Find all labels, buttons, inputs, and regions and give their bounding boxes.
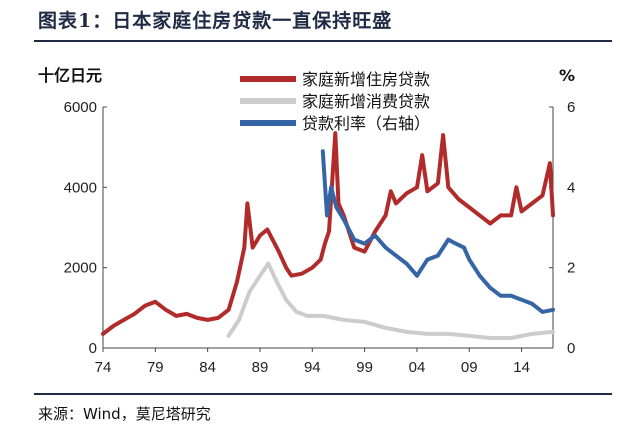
x-tick-label: 04 (409, 359, 426, 376)
series-line-1 (101, 131, 555, 336)
left-axis-unit: 十亿日元 (38, 66, 102, 85)
right-axis-unit: % (559, 66, 575, 85)
x-tick-label: 79 (147, 359, 164, 376)
x-tick-label: 14 (513, 359, 530, 376)
x-tick-label: 94 (304, 359, 321, 376)
x-tick-label: 09 (461, 359, 478, 376)
legend-label-2: 家庭新增消费贷款 (302, 92, 430, 111)
x-tick-label: 84 (199, 359, 216, 376)
x-tick-label: 99 (356, 359, 373, 376)
left-tick-label: 0 (89, 340, 97, 357)
right-tick-label: 6 (567, 99, 575, 116)
footer-divider (34, 393, 612, 395)
x-tick-label: 74 (95, 359, 112, 376)
left-tick-label: 6000 (64, 99, 97, 116)
series-line-2 (226, 261, 555, 340)
series-line-3 (320, 149, 555, 314)
series-layer (101, 131, 555, 340)
left-tick-label: 2000 (64, 260, 97, 277)
chart-title: 图表1：日本家庭住房贷款一直保持旺盛 (38, 10, 393, 32)
title-divider (34, 40, 612, 42)
legend-label-3: 贷款利率（右轴） (302, 114, 430, 133)
right-tick-label: 4 (567, 179, 575, 196)
right-tick-label: 2 (567, 260, 575, 277)
legend-label-1: 家庭新增住房贷款 (302, 70, 430, 89)
x-tick-label: 89 (252, 359, 269, 376)
right-tick-label: 0 (567, 340, 575, 357)
axes: 6000 4000 2000 0 6 4 2 0 74 79 84 89 94 99 04 09 14 (64, 99, 576, 376)
left-tick-label: 4000 (64, 179, 97, 196)
source-note: 来源：Wind，莫尼塔研究 (38, 405, 211, 423)
